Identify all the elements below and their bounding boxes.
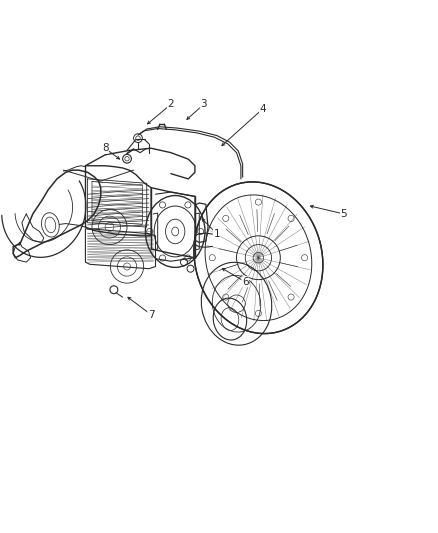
Text: 6: 6 [242, 277, 249, 287]
Text: 8: 8 [102, 143, 109, 154]
Text: 5: 5 [340, 209, 347, 219]
Text: 1: 1 [213, 229, 220, 239]
Text: 4: 4 [259, 104, 266, 114]
Text: 7: 7 [148, 310, 155, 320]
Text: 2: 2 [167, 100, 174, 109]
Text: 3: 3 [200, 100, 207, 109]
